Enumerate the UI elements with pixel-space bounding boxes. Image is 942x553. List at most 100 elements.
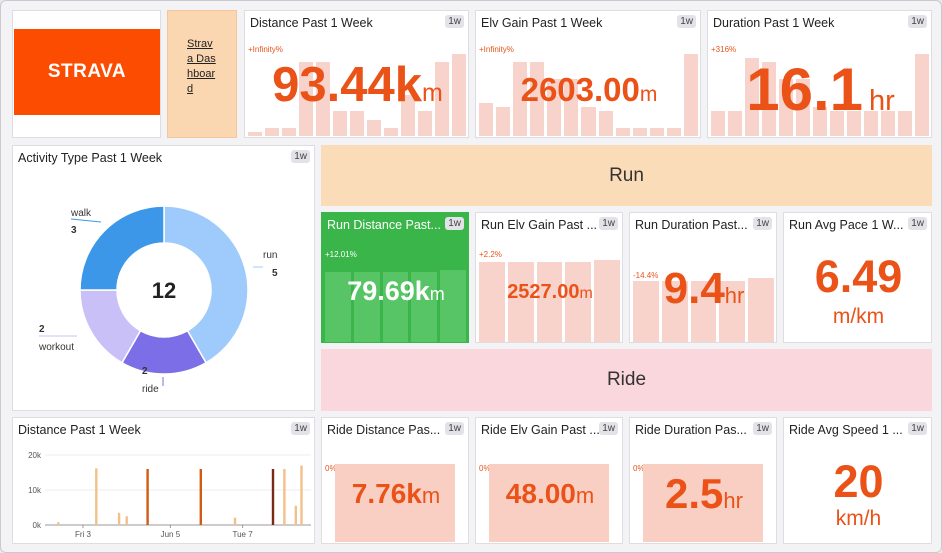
spark-bar xyxy=(847,111,861,136)
range-tag[interactable]: 1w xyxy=(445,422,464,435)
kpi-value-line: 7.76km xyxy=(322,478,468,510)
run-distance-kpi[interactable]: Run Distance Past... 1w +12.01% 79.69km xyxy=(321,212,469,343)
spark-bar xyxy=(401,95,415,136)
kpi-value-line: 2.5hr xyxy=(630,470,776,518)
range-tag[interactable]: 1w xyxy=(753,217,772,230)
spark-bar xyxy=(299,62,313,136)
kpi-unit: m/km xyxy=(832,305,885,328)
donut-label-ride: ride xyxy=(142,384,159,395)
ride-duration-kpi[interactable]: Ride Duration Pas... 1w 0% 2.5hr xyxy=(629,417,777,544)
ride-section-header: Ride xyxy=(321,349,932,411)
spark-bar xyxy=(530,62,545,136)
run-section-header: Run xyxy=(321,145,932,206)
spark-bar xyxy=(881,111,895,136)
chart-bar-run[interactable] xyxy=(300,465,303,526)
donut-slice-run[interactable] xyxy=(163,205,249,364)
strava-logo: STRAVA xyxy=(14,29,160,115)
range-tag[interactable]: 1w xyxy=(908,15,927,28)
distance-bar-chart: 20k 10k 0k Fri 3 Jun 5 Tue 7 xyxy=(28,451,311,539)
spark-bar xyxy=(581,107,596,136)
kpi-title: Run Duration Past... xyxy=(635,218,748,232)
donut-leader-walk xyxy=(70,218,102,223)
kpi-change: 0% xyxy=(633,464,645,473)
spark-bar xyxy=(915,54,929,136)
chart-ytick: 10k xyxy=(28,486,42,495)
donut-count-workout: 2 xyxy=(39,324,45,335)
range-tag[interactable]: 1w xyxy=(291,422,310,435)
kpi-spark-area xyxy=(335,464,455,542)
chart-bar-run[interactable] xyxy=(95,468,98,525)
run-duration-kpi[interactable]: Run Duration Past... 1w -14.4% 9.4hr xyxy=(629,212,777,343)
chart-bar-ride[interactable] xyxy=(199,469,202,525)
kpi-elv-gain-week[interactable]: Elv Gain Past 1 Week 1w +Infinity% 2603.… xyxy=(475,10,701,138)
kpi-unit: hr xyxy=(723,488,743,513)
chart-bar-ride[interactable] xyxy=(146,469,149,525)
spark-bar xyxy=(666,127,681,136)
chart-xtick: Fri 3 xyxy=(75,530,92,539)
kpi-change: +Infinity% xyxy=(479,45,514,54)
chart-bar-workout[interactable] xyxy=(271,469,275,525)
spark-bar xyxy=(898,111,912,136)
kpi-value: 7.76k xyxy=(351,478,422,509)
chart-bar-run[interactable] xyxy=(233,517,237,525)
kpi-distance-week[interactable]: Distance Past 1 Week 1w +Infinity% 93.44… xyxy=(244,10,469,138)
chart-bar-run[interactable] xyxy=(294,505,297,525)
spark-bar xyxy=(683,54,699,136)
kpi-change: -14.4% xyxy=(633,271,659,280)
activity-type-widget: Activity Type Past 1 Week 1w run 5 ride 2 wo… xyxy=(12,145,315,411)
chart-bar-run[interactable] xyxy=(125,516,128,525)
kpi-title: Ride Duration Pas... xyxy=(635,423,747,437)
spark-bar xyxy=(350,111,364,136)
kpi-value: 2527.00 xyxy=(507,281,580,303)
ride-avg-speed-kpi[interactable]: Ride Avg Speed 1 ... 1w 20 km/h xyxy=(783,417,932,544)
chart-bar-run[interactable] xyxy=(117,512,121,525)
kpi-title: Run Avg Pace 1 W... xyxy=(789,218,904,232)
kpi-value: 20 xyxy=(833,456,884,507)
kpi-value-line: 2603.00m xyxy=(476,71,700,109)
range-tag[interactable]: 1w xyxy=(291,150,310,163)
spark-bar xyxy=(367,119,381,136)
spark-bar xyxy=(513,62,528,136)
kpi-change: 0% xyxy=(325,464,337,473)
run-elv-gain-kpi[interactable]: Run Elv Gain Past ... 1w +2.2% 2527.00m xyxy=(475,212,623,343)
range-tag[interactable]: 1w xyxy=(908,422,927,435)
range-tag[interactable]: 1w xyxy=(677,15,696,28)
kpi-title: Duration Past 1 Week xyxy=(713,16,835,30)
kpi-value-line: 16.1 hr xyxy=(708,55,931,124)
kpi-change: +316% xyxy=(711,45,737,54)
spark-bar xyxy=(830,111,844,136)
spark-bar xyxy=(779,78,793,136)
range-tag[interactable]: 1w xyxy=(908,217,927,230)
spark-bar xyxy=(632,127,647,136)
spark-bar xyxy=(864,111,878,136)
ride-distance-kpi[interactable]: Ride Distance Pas... 1w 0% 7.76km xyxy=(321,417,469,544)
range-tag[interactable]: 1w xyxy=(445,15,464,28)
spark-bar xyxy=(479,103,494,136)
range-tag[interactable]: 1w xyxy=(599,422,618,435)
donut-count-walk: 3 xyxy=(71,225,77,236)
dashboard-link-widget: Strava Dashboard xyxy=(167,10,237,138)
ride-elv-gain-kpi[interactable]: Ride Elv Gain Past ... 1w 0% 48.00m xyxy=(475,417,623,544)
spark-bar xyxy=(547,78,562,136)
range-tag[interactable]: 1w xyxy=(445,217,464,230)
kpi-unit: m xyxy=(429,284,445,304)
kpi-unit: m xyxy=(639,83,658,106)
spark-bar xyxy=(813,107,827,136)
run-avg-pace-kpi[interactable]: Run Avg Pace 1 W... 1w 6.49 m/km xyxy=(783,212,932,343)
kpi-title: Run Elv Gain Past ... xyxy=(481,218,598,232)
ride-section-label: Ride xyxy=(606,369,647,390)
kpi-value-line: 79.69km xyxy=(322,276,468,307)
kpi-sparkbars xyxy=(479,260,620,342)
kpi-change: +2.2% xyxy=(479,250,502,259)
kpi-duration-week[interactable]: Duration Past 1 Week 1w +316% 16.1 hr xyxy=(707,10,932,138)
chart-bar-run[interactable] xyxy=(57,522,60,525)
spark-bar xyxy=(452,54,466,136)
chart-bar-run[interactable] xyxy=(283,469,286,525)
range-tag[interactable]: 1w xyxy=(599,217,618,230)
donut-slice-walk[interactable] xyxy=(79,205,165,291)
strava-dashboard-link[interactable]: Strava Dashboard xyxy=(187,38,216,95)
range-tag[interactable]: 1w xyxy=(753,422,772,435)
kpi-unit: km/h xyxy=(835,507,882,530)
kpi-value-line: 9.4hr xyxy=(630,264,776,314)
spark-bar xyxy=(728,111,742,136)
